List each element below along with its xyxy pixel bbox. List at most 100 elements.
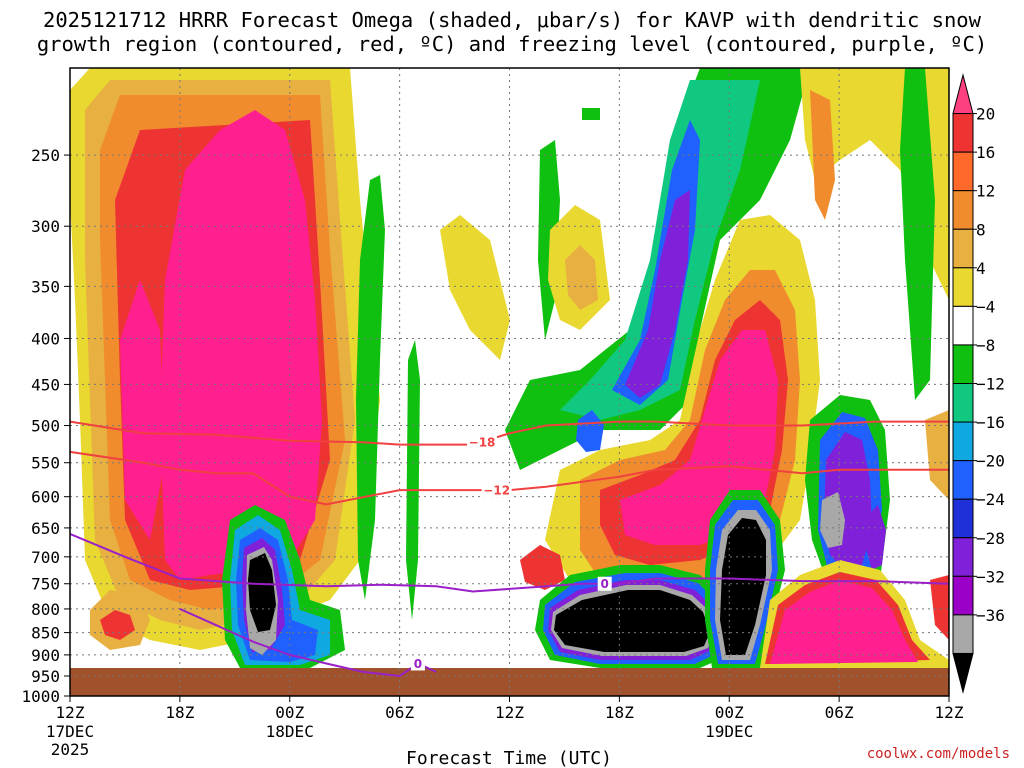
x-tick-year: 2025 [51,740,90,759]
colorbar-swatch [952,305,974,346]
colorbar-cap-bottom [952,652,974,694]
rising-blob-mid-orange [565,245,598,310]
x-tick-label: 00Z [715,703,744,722]
contour-label-bg [410,656,425,671]
rising-region-lowleft-core [100,610,135,640]
colorbar-swatch [952,537,974,577]
rising-region-right-edge [930,575,949,640]
sinking-cell-right-black [720,518,766,655]
y-tick-label: 1000 [21,687,60,706]
colorbar-swatch [952,575,974,616]
y-tick-label: 950 [31,667,60,686]
y-tick-label: 650 [31,519,60,538]
y-tick-label: 750 [31,575,60,594]
title-line-2: growth region (contoured, red, ºC) and f… [36,32,988,56]
contour-label-bg [597,576,612,591]
contour-labels: −18 −12 0 0 [410,434,612,671]
sinking-region-right-purple [625,190,690,398]
colorbar-label: 16 [976,143,995,162]
y-tick-label: 500 [31,417,60,436]
rising-cell-low-center [520,545,565,590]
sinking-region-right-blue [612,120,700,405]
y-tick-label: 850 [31,624,60,643]
x-tick-date: 19DEC [705,722,753,741]
sinking-cell-center-black [554,590,710,652]
y-tick-label: 700 [31,548,60,567]
colorbar-label: −36 [976,606,1005,625]
colorbar-label: 8 [976,220,986,239]
contour-label: 0 [414,657,422,671]
colorbar-label: 4 [976,259,986,278]
y-tick-label: 250 [31,146,60,165]
colorbar-label: −28 [976,529,1005,548]
colorbar-cap-top [952,73,974,115]
y-tick-label: 900 [31,646,60,665]
y-tick-label: 550 [31,454,60,473]
x-tick-label: 06Z [825,703,854,722]
omega-shading [70,68,949,696]
x-tick-label: 00Z [275,703,304,722]
title-line-1: 2025121712 HRRR Forecast Omega (shaded, … [43,8,981,32]
contour-label: −18 [469,435,496,449]
x-tick-label: 12Z [935,703,964,722]
y-tick-label: 600 [31,488,60,507]
x-tick-label: 18Z [605,703,634,722]
x-tick-label: 18Z [165,703,194,722]
contour-label: −12 [483,484,510,498]
x-tick-label: 12Z [495,703,524,722]
sinking-region-right-blue-low [576,410,604,452]
colorbar-swatch [952,267,974,307]
rising-region-right-edge-2 [925,410,949,500]
contour-label: 0 [601,577,609,591]
contour-line [69,420,949,446]
colorbar-swatch [952,190,974,230]
sinking-patch-green [582,108,600,120]
chart-title: 2025121712 HRRR Forecast Omega (shaded, … [0,8,1024,56]
colorbar-label: −32 [976,567,1005,586]
x-tick-date: 17DEC [46,722,94,741]
colorbar-swatch [952,460,974,500]
y-tick-label: 400 [31,329,60,348]
colorbar-swatch [952,151,974,192]
contour-label-bg [467,434,498,449]
sinking-streak-mid-2 [406,340,420,620]
x-tick-label: 12Z [56,703,85,722]
sinking-cell-left-black [248,553,276,632]
sinking-streak-mid-1 [356,175,385,600]
y-tick-label: 300 [31,217,60,236]
rising-region-bottom-right-peak [770,580,918,664]
colorbar-swatch [952,113,974,153]
sinking-streak-right [900,68,935,400]
y-tick-label: 350 [31,277,60,296]
colorbar-label: −16 [976,413,1005,432]
y-axis: 250 300 350 400 450 500 550 600 650 700 750 800 850 9… [21,146,70,706]
contour-label-bg [481,483,512,498]
colorbar-label: −24 [976,490,1005,509]
colorbar-label: −8 [976,336,995,355]
colorbar-swatch [952,228,974,269]
colorbar-label: −12 [976,375,1005,394]
colorbar-label: 20 [976,105,995,124]
x-tick-date: 18DEC [266,722,314,741]
colorbar-label: −20 [976,452,1005,471]
rising-region-right-top-orange [810,90,835,220]
rising-region-left-peak-2 [120,280,165,540]
y-tick-label: 800 [31,600,60,619]
x-axis-label: Forecast Time (UTC) [406,748,612,768]
credit-text: coolwx.com/models [867,746,1010,762]
x-tick-label: 06Z [385,703,414,722]
colorbar-swatch [952,344,974,384]
colorbar-label: 12 [976,182,995,201]
colorbar-swatch [952,383,974,423]
colorbar-swatch [952,614,974,654]
colorbar: 20 16 12 8 4 −4 −8 −12 −16 −20 −24 −28 −32 −36 [952,73,1005,694]
colorbar-label: −4 [976,297,995,316]
colorbar-swatch [952,421,974,462]
colorbar-swatch [952,498,974,539]
y-tick-label: 450 [31,375,60,394]
contour-line [69,532,950,593]
rising-region-left-peak [160,110,322,580]
rising-blob-mid-yellow [440,215,510,360]
